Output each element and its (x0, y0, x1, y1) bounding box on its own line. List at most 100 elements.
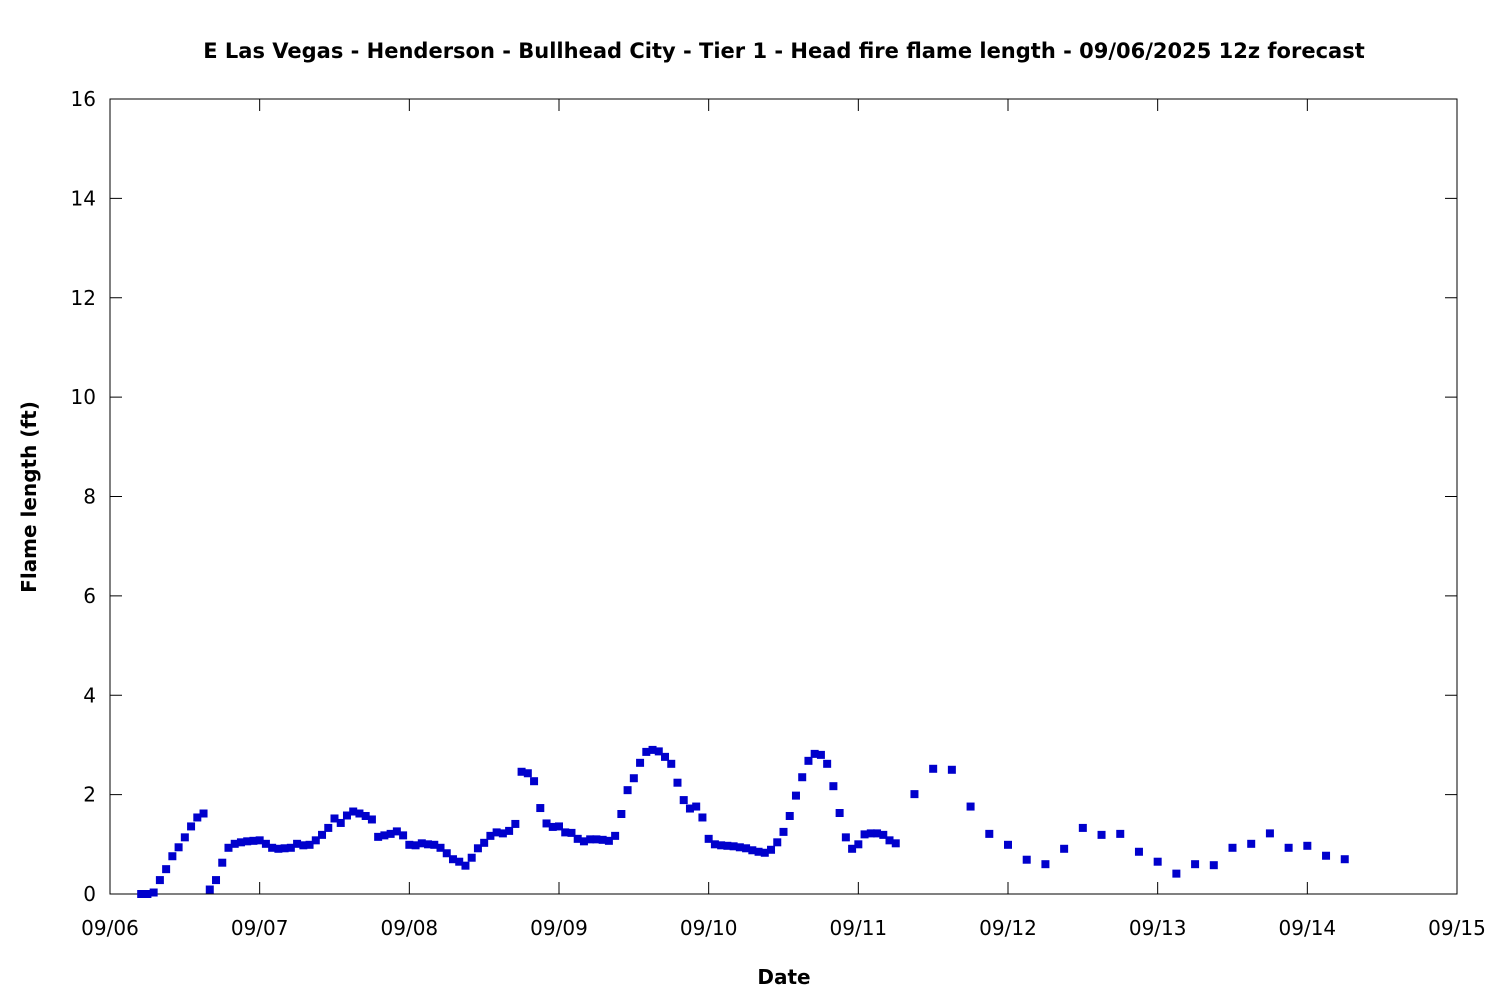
data-point (748, 846, 757, 855)
data-point (1022, 855, 1031, 864)
data-point (891, 839, 900, 848)
data-point (648, 745, 657, 754)
data-point (723, 841, 732, 850)
data-point (879, 830, 888, 839)
data-point (1303, 841, 1312, 850)
data-point (205, 885, 214, 894)
data-point (1247, 839, 1256, 848)
data-point (380, 831, 389, 840)
data-point (573, 834, 582, 843)
data-point (654, 747, 663, 756)
data-point (1041, 860, 1050, 869)
data-point (1134, 847, 1143, 856)
data-point (754, 847, 763, 856)
data-point (230, 839, 239, 848)
data-point (704, 834, 713, 843)
y-tick-label: 0 (83, 882, 96, 906)
data-point (274, 844, 283, 853)
data-point (873, 829, 882, 838)
data-point (586, 835, 595, 844)
x-tick-label: 09/10 (680, 916, 738, 940)
data-point (299, 841, 308, 850)
data-point (162, 865, 171, 874)
data-point (417, 839, 426, 848)
data-point (523, 769, 532, 778)
data-point (636, 758, 645, 767)
x-tick-label: 09/07 (231, 916, 289, 940)
data-point (473, 844, 482, 853)
data-point (361, 811, 370, 820)
y-axis-label: Flame length (ft) (17, 401, 41, 593)
data-point (530, 777, 539, 786)
data-point (536, 804, 545, 813)
data-point (848, 844, 857, 853)
data-point (1191, 860, 1200, 869)
data-point (218, 858, 227, 867)
data-point (1153, 857, 1162, 866)
data-point (929, 764, 938, 773)
data-point (293, 839, 302, 848)
data-point (798, 773, 807, 782)
data-point (810, 749, 819, 758)
data-point (542, 819, 551, 828)
y-tick-label: 14 (71, 186, 96, 210)
data-point (1078, 823, 1087, 832)
data-point (679, 796, 688, 805)
data-point (137, 890, 146, 898)
data-point (1265, 829, 1274, 838)
data-point (1322, 851, 1331, 860)
data-point (1284, 843, 1293, 852)
data-point (442, 849, 451, 858)
data-point (467, 853, 476, 862)
data-point (330, 814, 339, 823)
data-point (1097, 830, 1106, 839)
data-point (342, 811, 351, 820)
data-point (692, 802, 701, 811)
data-point (785, 811, 794, 820)
data-point (791, 791, 800, 800)
data-point (567, 828, 576, 837)
y-tick-label: 12 (71, 286, 96, 310)
data-point (374, 832, 383, 841)
data-point (685, 804, 694, 813)
data-point (1172, 869, 1181, 878)
data-point (224, 843, 233, 852)
axis-ticks: 09/06 09/07 09/08 09/09 09/10 09/11 09/12 09/13… (71, 87, 1486, 940)
data-point (305, 840, 314, 849)
data-point (236, 838, 245, 847)
x-tick-label: 09/14 (1279, 916, 1337, 940)
data-point (386, 829, 395, 838)
data-point (286, 843, 295, 852)
data-points (137, 745, 1349, 898)
data-point (399, 831, 408, 840)
data-point (349, 807, 358, 816)
data-point (816, 750, 825, 759)
data-point (249, 836, 258, 845)
data-point (611, 831, 620, 840)
data-point (555, 822, 563, 831)
data-point (947, 765, 956, 774)
data-point (742, 844, 751, 853)
data-point (355, 809, 364, 818)
data-point (860, 830, 869, 839)
data-point (767, 845, 776, 854)
data-point (392, 827, 401, 836)
data-point (623, 786, 632, 795)
data-point (187, 822, 196, 831)
data-point (717, 841, 726, 850)
data-point (155, 876, 164, 885)
data-point (174, 843, 183, 852)
data-point (511, 819, 520, 828)
x-tick-label: 09/06 (81, 916, 139, 940)
data-point (804, 756, 813, 765)
data-point (710, 840, 719, 849)
data-point (779, 827, 788, 836)
data-point (212, 876, 221, 885)
data-point (617, 810, 626, 819)
data-point (193, 813, 202, 822)
data-point (661, 752, 670, 761)
plot-frame (109, 98, 1458, 895)
data-point (243, 837, 252, 846)
data-point (642, 747, 651, 756)
